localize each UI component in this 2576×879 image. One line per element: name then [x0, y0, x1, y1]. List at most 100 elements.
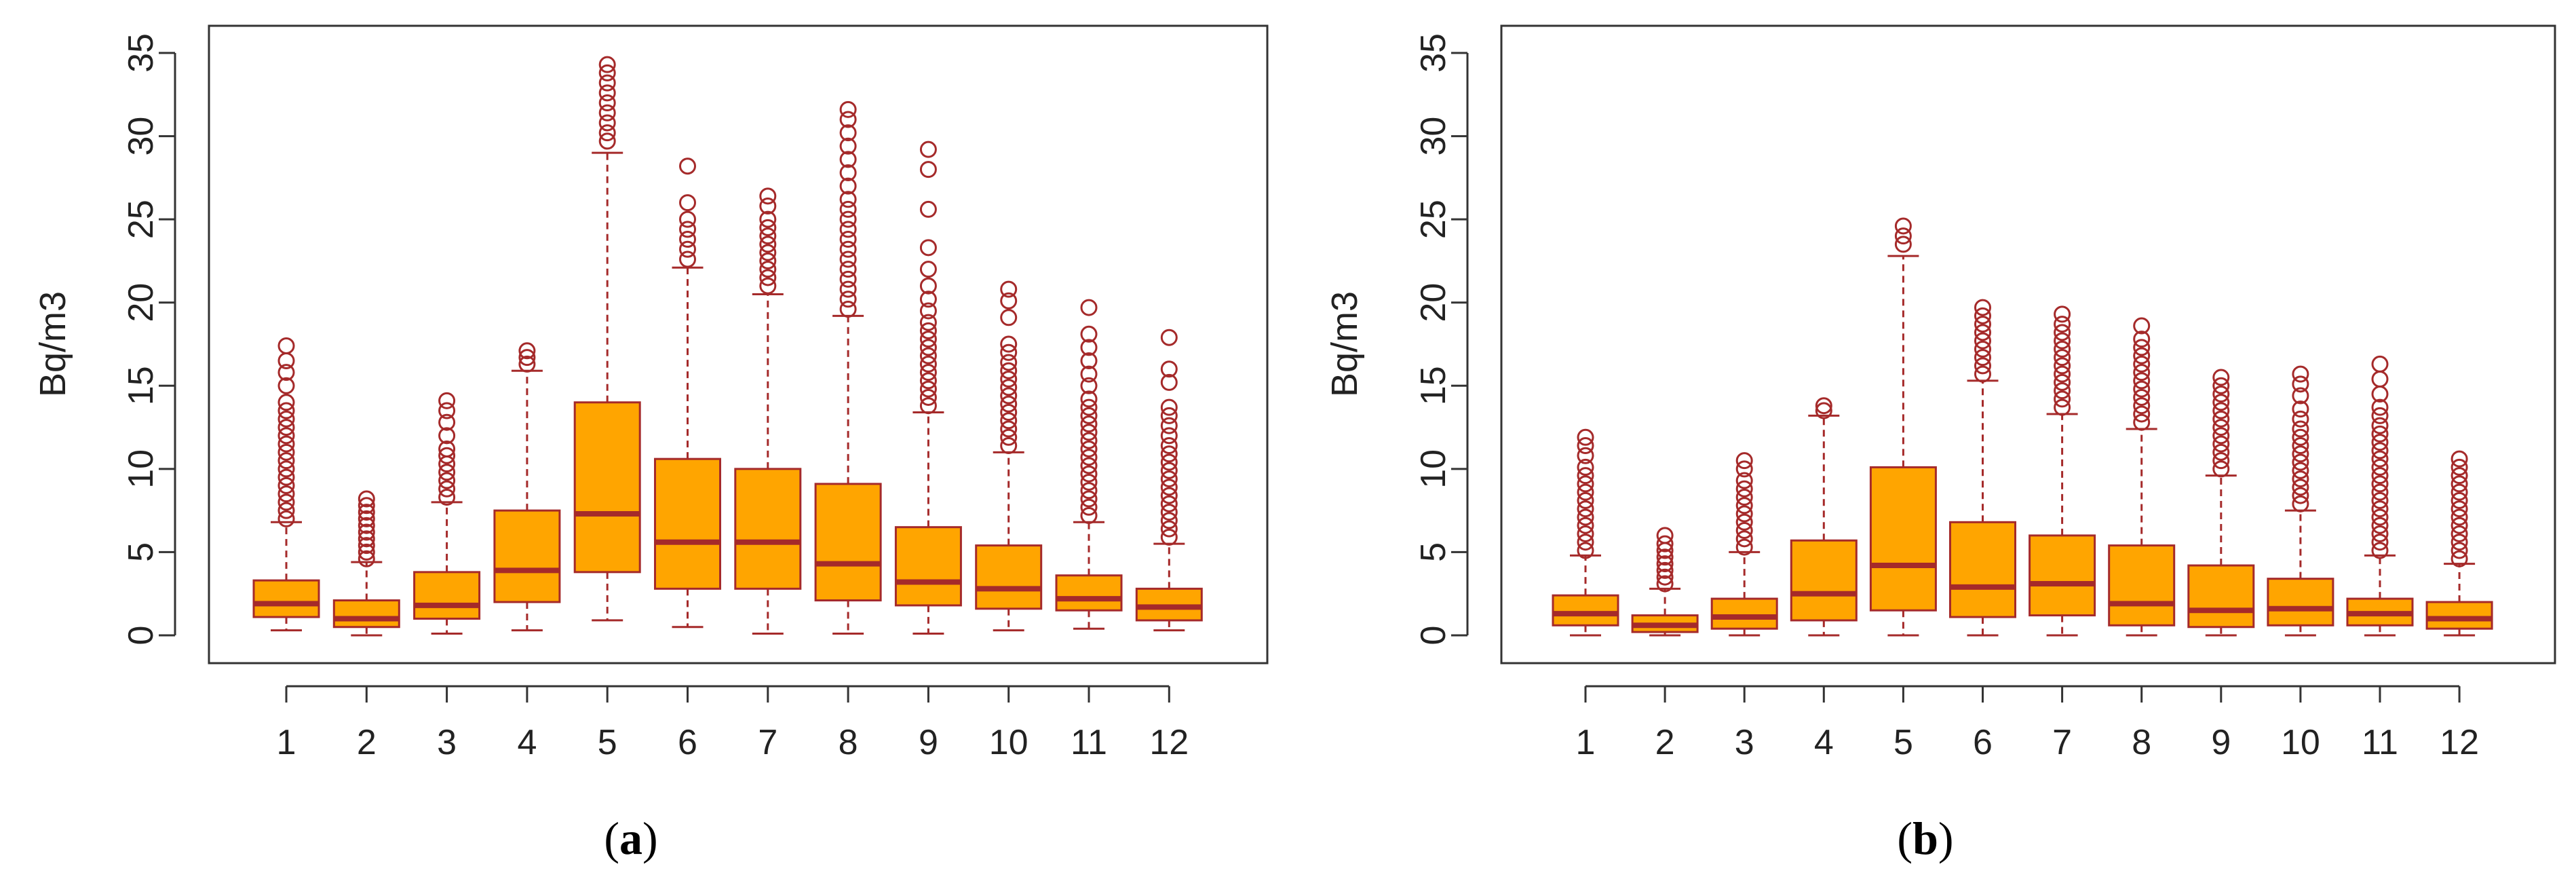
box-month-6	[1949, 299, 2016, 637]
outlier-point	[1577, 447, 1594, 464]
outlier-point	[2371, 483, 2389, 501]
outlier-point	[277, 377, 295, 394]
outlier-point	[1160, 479, 1178, 496]
iqr-box	[413, 571, 481, 620]
outlier-point	[1735, 452, 1753, 470]
outlier-point	[438, 392, 456, 409]
outlier-point	[1080, 457, 1098, 474]
outlier-point	[2450, 450, 2468, 468]
outlier-point	[1894, 227, 1912, 245]
outlier-point	[2371, 450, 2389, 468]
outlier-point	[277, 364, 295, 381]
outlier-point	[1080, 325, 1098, 343]
outlier-point	[1735, 460, 1753, 478]
outlier-point	[2212, 452, 2230, 470]
outlier-point	[358, 510, 375, 527]
outlier-point	[277, 493, 295, 511]
outlier-point	[919, 372, 937, 390]
box-month-3	[1710, 452, 1778, 637]
outlier-point	[438, 440, 456, 457]
outlier-point	[759, 187, 777, 205]
outlier-point	[759, 244, 777, 261]
outlier-point	[1974, 316, 1991, 333]
outlier-point	[679, 250, 696, 268]
y-tick-label: 5	[1414, 542, 1453, 562]
outlier-point	[919, 339, 937, 356]
x-tick-label: 11	[2362, 723, 2398, 762]
box-month-8	[2108, 317, 2176, 637]
plot-frame	[1500, 24, 2556, 665]
outlier-point	[1656, 527, 1674, 544]
outlier-point	[2292, 437, 2309, 455]
outlier-point	[1000, 370, 1018, 388]
outlier-point	[277, 337, 295, 354]
outlier-point	[1080, 415, 1098, 433]
outlier-point	[2133, 364, 2151, 381]
outlier-point	[2054, 324, 2071, 341]
outlier-point	[919, 322, 937, 339]
y-tick-label: 35	[121, 33, 161, 73]
outlier-point	[2292, 462, 2309, 479]
outlier-point	[2371, 525, 2389, 542]
outlier-point	[2133, 347, 2151, 364]
outlier-point	[2212, 386, 2230, 403]
outlier-point	[598, 84, 616, 102]
iqr-box	[1710, 597, 1778, 630]
box-month-5	[1869, 217, 1937, 637]
iqr-box	[2108, 544, 2176, 626]
outlier-point	[598, 124, 616, 142]
outlier-point	[839, 200, 857, 218]
outlier-point	[1000, 395, 1018, 413]
outlier-point	[1160, 407, 1178, 424]
outlier-point	[1577, 508, 1594, 526]
outlier-point	[2450, 467, 2468, 485]
outlier-point	[277, 452, 295, 470]
x-tick-label: 10	[989, 723, 1029, 762]
outlier-point	[2054, 390, 2071, 408]
x-tick-label: 1	[277, 723, 296, 762]
outlier-point	[518, 342, 536, 360]
outlier-point	[598, 74, 616, 92]
outlier-point	[1894, 236, 1912, 253]
outlier-point	[839, 291, 857, 308]
outlier-point	[839, 240, 857, 258]
iqr-box	[975, 544, 1043, 610]
outlier-point	[839, 210, 857, 228]
outlier-point	[277, 468, 295, 486]
outlier-point	[1577, 437, 1594, 455]
outlier-point	[1080, 339, 1098, 356]
iqr-box	[1055, 574, 1123, 612]
outlier-point	[2371, 500, 2389, 518]
outlier-point	[839, 301, 857, 318]
outlier-point	[1160, 373, 1178, 391]
outlier-point	[679, 210, 696, 228]
outlier-point	[1000, 379, 1018, 396]
outlier-point	[1000, 280, 1018, 298]
outlier-point	[1735, 497, 1753, 515]
outlier-point	[1735, 489, 1753, 506]
x-tick-label: 1	[1576, 723, 1596, 762]
outlier-point	[277, 485, 295, 503]
outlier-point	[1577, 491, 1594, 509]
outlier-point	[518, 349, 536, 367]
outlier-point	[2450, 500, 2468, 518]
outlier-point	[1656, 575, 1674, 593]
box-month-8	[814, 100, 882, 635]
outlier-point	[2450, 542, 2468, 559]
x-tick-label: 8	[2132, 723, 2151, 762]
outlier-point	[1974, 357, 1991, 375]
outlier-point	[2133, 405, 2151, 423]
outlier-point	[1000, 404, 1018, 422]
outlier-point	[438, 489, 456, 506]
outlier-point	[1577, 534, 1594, 551]
box-month-2	[1631, 527, 1699, 637]
outlier-point	[2212, 427, 2230, 445]
outlier-point	[438, 413, 456, 431]
outlier-point	[2371, 534, 2389, 551]
outlier-point	[1080, 465, 1098, 483]
iqr-box	[2267, 578, 2334, 626]
outlier-point	[2054, 349, 2071, 367]
iqr-box	[1790, 539, 1858, 622]
outlier-point	[1577, 483, 1594, 501]
